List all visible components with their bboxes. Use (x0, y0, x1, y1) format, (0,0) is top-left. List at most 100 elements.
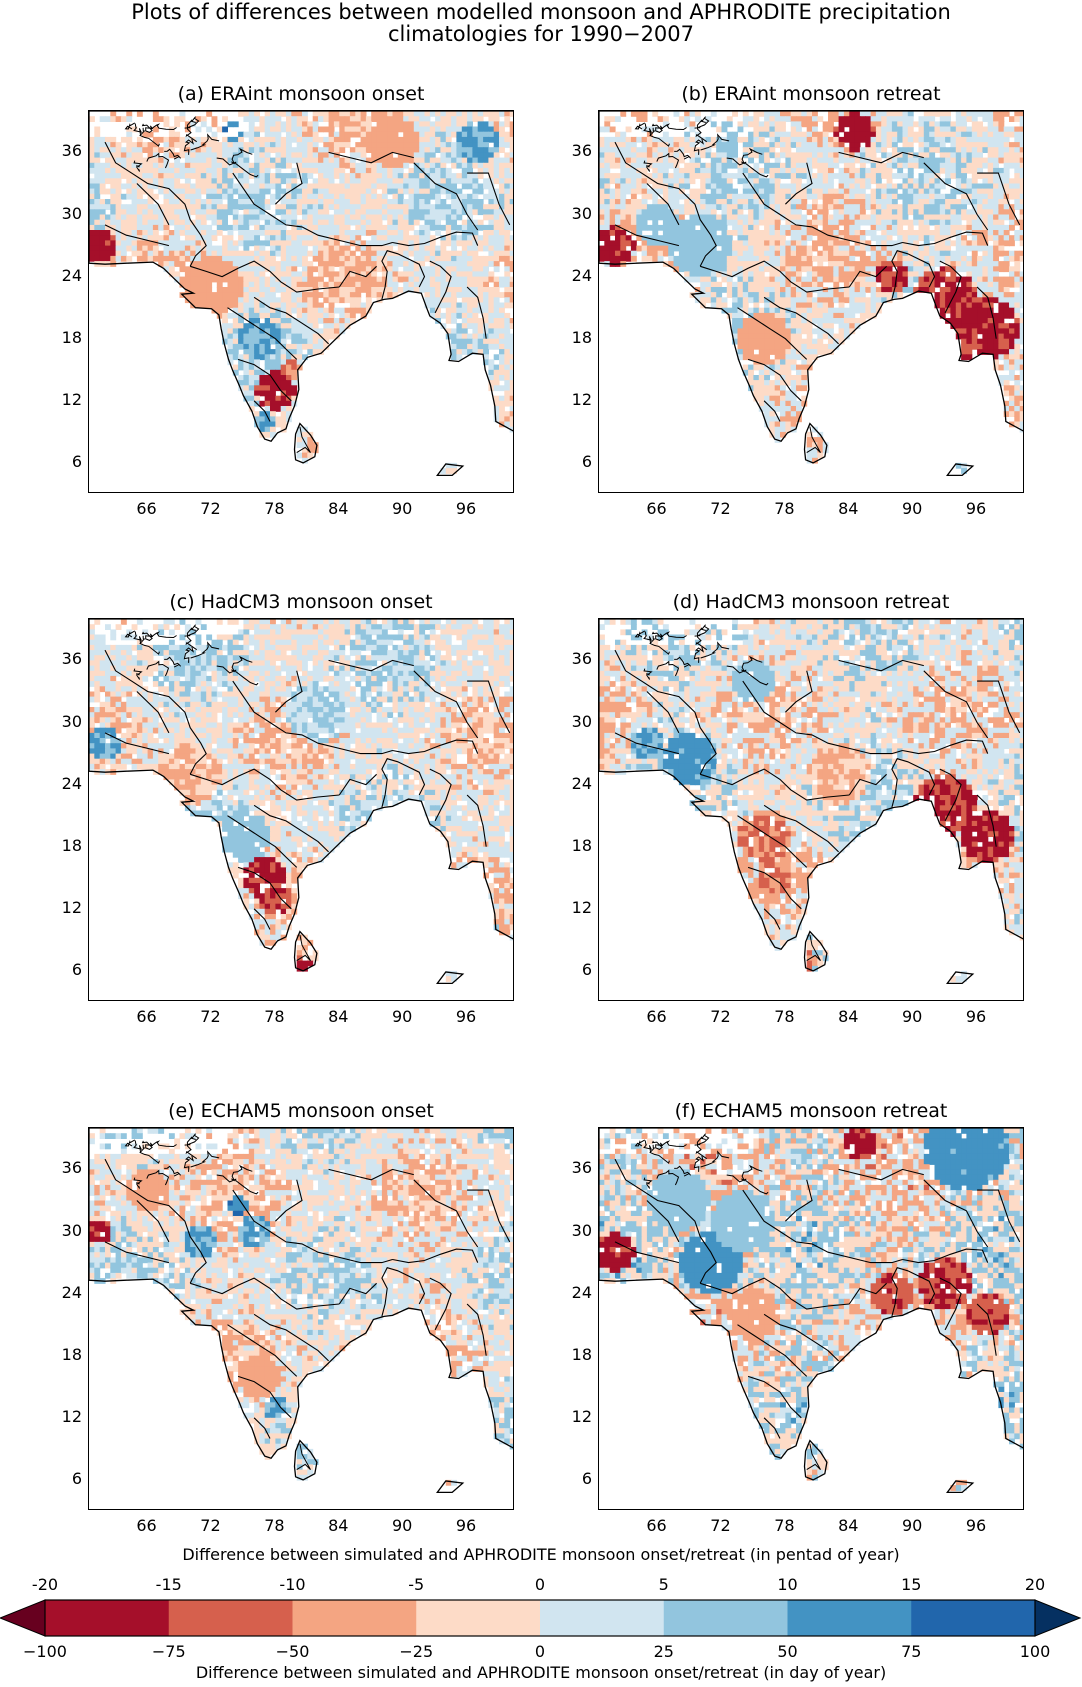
data-cell (509, 385, 513, 392)
data-cell (1019, 240, 1023, 247)
data-cell (440, 468, 447, 474)
data-cell (636, 219, 643, 226)
data-cell (206, 142, 213, 148)
data-cell (270, 281, 276, 288)
data-cell (105, 136, 111, 143)
data-cell (859, 214, 866, 221)
data-cell (732, 136, 738, 143)
data-cell (307, 333, 314, 340)
data-cell (451, 152, 457, 159)
data-cell (993, 142, 999, 148)
data-cell (615, 178, 621, 185)
data-cell (371, 147, 378, 153)
data-cell (923, 178, 930, 185)
data-cell (195, 240, 202, 247)
data-cell (461, 157, 468, 164)
data-cell (456, 266, 463, 273)
data-cell (243, 385, 250, 392)
data-cell (646, 193, 653, 200)
data-cell (456, 271, 463, 278)
data-cell (339, 157, 346, 164)
data-cell (684, 219, 691, 226)
data-cell (780, 199, 786, 205)
data-cell (435, 157, 441, 164)
data-cell (126, 204, 133, 210)
data-cell (748, 173, 754, 179)
data-cell (429, 240, 436, 247)
data-cell (152, 240, 159, 247)
data-cell (939, 162, 946, 169)
data-cell (897, 116, 904, 122)
data-cell (195, 204, 202, 210)
data-cell (1019, 230, 1023, 236)
data-cell (854, 219, 861, 226)
data-cell (822, 219, 829, 226)
data-cell (147, 147, 154, 153)
data-cell (110, 199, 117, 205)
data-cell (838, 142, 845, 148)
data-cell (392, 224, 399, 231)
data-cell (376, 142, 383, 148)
data-cell (216, 224, 223, 231)
data-cell (483, 142, 489, 148)
data-cell (493, 173, 500, 179)
data-cell (859, 126, 866, 133)
data-cell (307, 271, 314, 278)
data-cell (716, 142, 723, 148)
data-cell (232, 147, 239, 153)
data-cell (774, 214, 781, 221)
data-cell (732, 173, 738, 179)
data-cell (211, 250, 218, 257)
data-cell (657, 162, 664, 169)
data-cell (737, 167, 744, 174)
data-cell (737, 162, 744, 169)
data-cell (636, 116, 643, 122)
data-cell (977, 193, 983, 200)
river-line (141, 123, 154, 133)
data-cell (163, 204, 170, 210)
data-cell (705, 142, 712, 148)
data-cell (424, 157, 431, 164)
data-cell (678, 183, 685, 190)
data-cell (822, 178, 829, 185)
data-cell (509, 364, 513, 371)
data-cell (509, 343, 513, 350)
data-cell (222, 142, 228, 148)
data-cell (349, 219, 356, 226)
data-cell (227, 302, 234, 309)
data-cell (115, 193, 122, 200)
data-cell (451, 193, 457, 200)
data-cell (769, 188, 776, 195)
data-cell (403, 199, 410, 205)
data-cell (89, 162, 95, 169)
data-cell (222, 250, 228, 257)
data-cell (307, 193, 314, 200)
data-cell (509, 338, 513, 345)
data-cell (445, 307, 452, 314)
data-cell (408, 167, 415, 174)
data-cell (302, 224, 308, 231)
data-cell (413, 157, 420, 164)
data-cell (865, 136, 872, 143)
data-cell (280, 136, 287, 143)
data-cell (742, 235, 749, 241)
data-cell (200, 167, 207, 174)
data-cell (328, 266, 335, 273)
data-cell (689, 167, 696, 174)
data-cell (668, 147, 675, 153)
data-cell (913, 235, 920, 241)
data-cell (419, 266, 426, 273)
data-cell (387, 152, 394, 159)
data-cell (381, 209, 388, 216)
data-cell (694, 214, 701, 221)
data-cell (136, 209, 143, 216)
data-cell (222, 152, 228, 159)
data-cell (429, 266, 436, 273)
data-cell (89, 178, 95, 185)
data-cell (843, 235, 850, 241)
data-cell (184, 199, 191, 205)
data-cell (934, 235, 941, 241)
data-cell (296, 276, 303, 283)
data-cell (806, 183, 813, 190)
data-cell (120, 219, 127, 226)
